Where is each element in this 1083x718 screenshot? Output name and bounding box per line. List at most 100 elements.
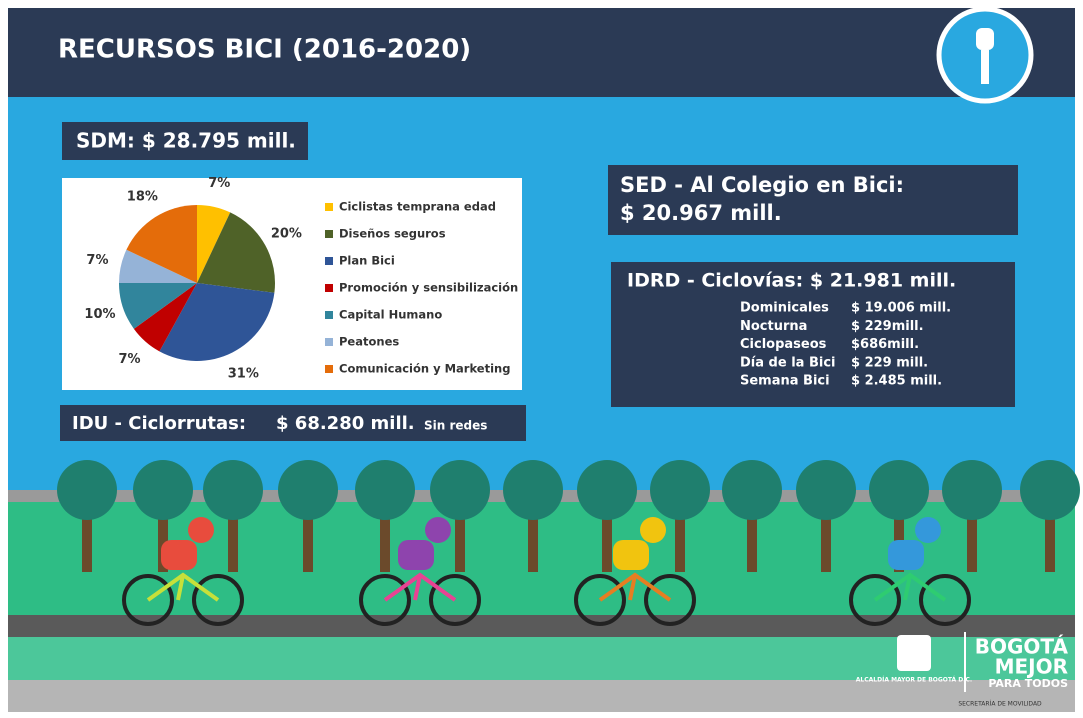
tree-crown <box>203 460 263 520</box>
tree-crown <box>650 460 710 520</box>
pie-chart: 7% Ciclistas temprana edad 20% Diseños segu… <box>84 176 518 381</box>
tree-crown <box>796 460 856 520</box>
idrd-item-name: Nocturna <box>740 319 807 334</box>
wheel <box>122 574 174 626</box>
cyclists <box>122 517 971 626</box>
sidewalk <box>8 680 1075 712</box>
legend-label: Diseños seguros <box>339 227 446 241</box>
legend-label: Plan Bici <box>339 254 395 268</box>
tree-crown <box>869 460 929 520</box>
legend-swatch <box>325 311 333 319</box>
tree-crown <box>355 460 415 520</box>
pie-slice <box>126 205 197 283</box>
sed-label: SED - Al Colegio en Bici: <box>620 173 904 197</box>
idrd-item-amount: $686mill. <box>851 337 919 352</box>
footer-logos: ALCALDÍA MAYOR DE BOGOTÁ D.C. BOGOTÁ MEJ… <box>856 632 1069 708</box>
tree-crown <box>503 460 563 520</box>
slice-label: 10% <box>84 307 115 322</box>
tree-trunk <box>894 500 904 572</box>
frame <box>146 572 220 602</box>
rider-body <box>613 540 649 570</box>
tree-trunk <box>675 500 685 572</box>
tree-trunk <box>528 500 538 572</box>
rider-head <box>425 517 451 543</box>
title: RECURSOS BICI (2016-2020) <box>58 35 471 65</box>
legend-swatch <box>325 257 333 265</box>
idrd-title: IDRD - Ciclovías: $ 21.981 mill. <box>627 270 956 292</box>
legend-label: Promoción y sensibilización <box>339 281 518 295</box>
wheel <box>359 574 411 626</box>
tree-trunk <box>380 500 390 572</box>
trees <box>57 460 1080 572</box>
legend-swatch <box>325 203 333 211</box>
idrd-item-amount: $ 19.006 mill. <box>851 301 951 316</box>
idrd-item-name: Dominicales <box>740 301 829 316</box>
slice-label: 20% <box>271 226 302 241</box>
idu-box <box>60 405 526 441</box>
idu-note: Sin redes <box>424 419 487 433</box>
tree-crown <box>57 460 117 520</box>
tree-trunk <box>747 500 757 572</box>
idrd-items: Dominicales $ 19.006 mill. Nocturna $ 229mi… <box>740 301 951 389</box>
brand-3: PARA TODOS <box>988 677 1068 690</box>
bike-icon-wheel <box>981 50 989 84</box>
wheel <box>574 574 626 626</box>
pie-slice <box>133 283 197 352</box>
tree-trunk <box>228 500 238 572</box>
legend-swatch <box>325 338 333 346</box>
wheel <box>429 574 481 626</box>
frame <box>598 572 672 602</box>
idrd-item-amount: $ 2.485 mill. <box>851 374 942 389</box>
sdm-label: SDM: $ 28.795 mill. <box>76 129 296 153</box>
pie-slice <box>159 283 275 361</box>
idrd-item-name: Semana Bici <box>740 374 830 389</box>
tree-crown <box>722 460 782 520</box>
idrd-item-name: Ciclopaseos <box>740 337 827 352</box>
slice-label: 18% <box>127 189 158 204</box>
bike-icon-body <box>976 28 994 50</box>
legend-swatch <box>325 284 333 292</box>
pie-slice <box>119 249 197 283</box>
slice-label: 7% <box>119 352 141 367</box>
legend-label: Capital Humano <box>339 308 442 322</box>
rider-body <box>398 540 434 570</box>
idrd-item-amount: $ 229 mill. <box>851 355 928 370</box>
coat-of-arms <box>897 635 931 671</box>
header-band <box>8 8 1075 100</box>
idrd-box <box>611 262 1015 407</box>
tree-trunk <box>1045 500 1055 572</box>
idu-label: IDU - Ciclorrutas: <box>72 413 246 434</box>
alcaldia: ALCALDÍA MAYOR DE BOGOTÁ D.C. <box>856 676 972 684</box>
slice-label: 31% <box>228 366 259 381</box>
sdm-box <box>62 122 308 160</box>
rider-head <box>915 517 941 543</box>
frame <box>873 572 947 602</box>
wheel <box>644 574 696 626</box>
slice-label: 7% <box>208 176 230 191</box>
sed-amount: $ 20.967 mill. <box>620 201 782 225</box>
road <box>8 615 1075 637</box>
brand-2: MEJOR <box>995 655 1068 679</box>
slice-label: 7% <box>86 253 108 268</box>
pie-slice <box>119 283 197 329</box>
idrd-item-name: Día de la Bici <box>740 355 835 370</box>
pie-slice <box>197 212 275 293</box>
tree-trunk <box>303 500 313 572</box>
tree-crown <box>577 460 637 520</box>
tree-trunk <box>82 500 92 572</box>
idu-amount: $ 68.280 mill. <box>276 413 415 434</box>
rider-head <box>188 517 214 543</box>
tree-crown <box>133 460 193 520</box>
legend-swatch <box>325 365 333 373</box>
wheel <box>849 574 901 626</box>
wheel <box>192 574 244 626</box>
legend-label: Comunicación y Marketing <box>339 362 510 376</box>
tree-trunk <box>602 500 612 572</box>
tree-crown <box>1020 460 1080 520</box>
rider-body <box>161 540 197 570</box>
legend-swatch <box>325 230 333 238</box>
tree-trunk <box>158 500 168 572</box>
rider-body <box>888 540 924 570</box>
tree-crown <box>430 460 490 520</box>
